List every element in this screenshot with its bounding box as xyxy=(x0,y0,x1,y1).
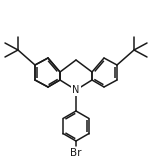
Text: N: N xyxy=(72,85,80,95)
Text: Br: Br xyxy=(70,148,82,158)
